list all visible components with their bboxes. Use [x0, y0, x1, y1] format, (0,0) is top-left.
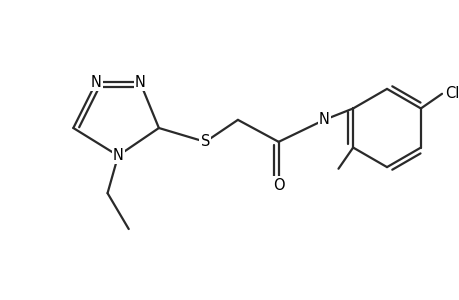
Text: N: N: [134, 75, 145, 90]
Text: N: N: [90, 75, 101, 90]
Text: N: N: [112, 148, 123, 163]
Text: O: O: [272, 178, 284, 193]
Text: Cl: Cl: [444, 86, 458, 101]
Text: N: N: [318, 112, 329, 128]
Text: S: S: [200, 134, 210, 149]
